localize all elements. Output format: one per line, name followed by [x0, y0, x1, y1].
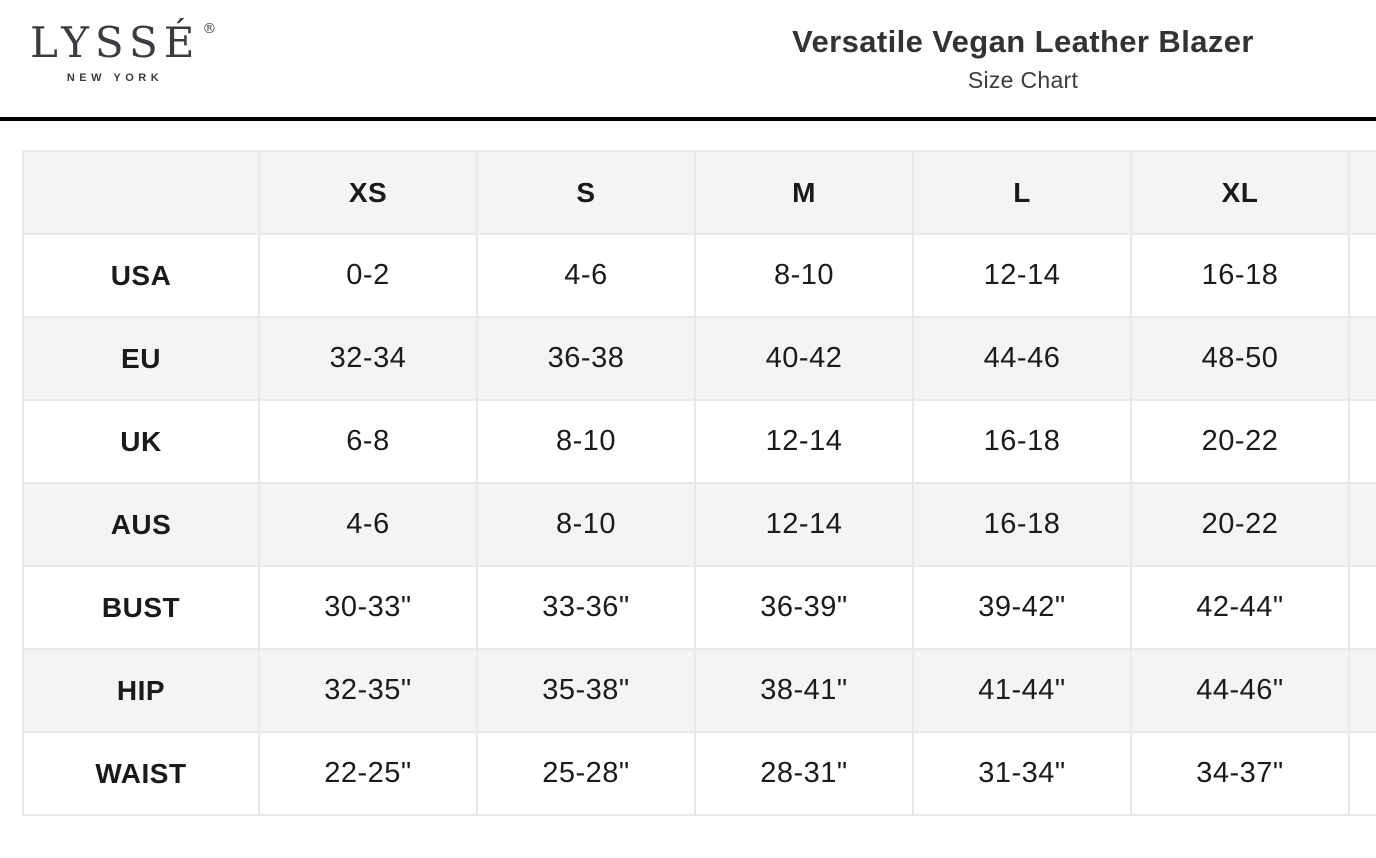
table-row-eu: EU 32-34 36-38 40-42 44-46 48-50	[22, 316, 1376, 401]
size-cell: 34-37"	[1130, 731, 1350, 816]
row-label-hip: HIP	[22, 648, 260, 733]
size-cell: 30-33"	[258, 565, 478, 650]
size-cell: 40-42	[694, 316, 914, 401]
header-cell-xs: XS	[258, 150, 478, 235]
row-label-bust: BUST	[22, 565, 260, 650]
row-label-usa: USA	[22, 233, 260, 318]
table-row-uk: UK 6-8 8-10 12-14 16-18 20-22	[22, 399, 1376, 484]
table-header-row: XS S M L XL	[22, 150, 1376, 235]
size-cell: 36-38	[476, 316, 696, 401]
row-label-uk: UK	[22, 399, 260, 484]
registered-trademark-icon: ®	[202, 21, 217, 37]
row-label-aus: AUS	[22, 482, 260, 567]
row-label-eu: EU	[22, 316, 260, 401]
header-title-block: Versatile Vegan Leather Blazer Size Char…	[0, 24, 1376, 94]
size-cell: 35-38"	[476, 648, 696, 733]
size-cell: 36-39"	[694, 565, 914, 650]
size-cell: 16-18	[912, 399, 1132, 484]
size-cell: 20-22	[1130, 399, 1350, 484]
size-cell: 16-18	[912, 482, 1132, 567]
size-cell-overflow	[1348, 482, 1376, 567]
brand-name: LYSSÉ	[30, 18, 201, 67]
brand-logo-wordmark: LYSSÉ ®	[30, 18, 230, 68]
size-cell: 41-44"	[912, 648, 1132, 733]
table-row-usa: USA 0-2 4-6 8-10 12-14 16-18	[22, 233, 1376, 318]
size-cell-overflow	[1348, 399, 1376, 484]
size-cell: 6-8	[258, 399, 478, 484]
size-cell: 38-41"	[694, 648, 914, 733]
size-cell: 12-14	[694, 399, 914, 484]
size-cell: 4-6	[258, 482, 478, 567]
size-cell: 39-42"	[912, 565, 1132, 650]
size-cell: 12-14	[694, 482, 914, 567]
size-cell-overflow	[1348, 316, 1376, 401]
size-cell: 0-2	[258, 233, 478, 318]
size-cell: 48-50	[1130, 316, 1350, 401]
size-cell: 20-22	[1130, 482, 1350, 567]
size-cell: 32-34	[258, 316, 478, 401]
table-row-hip: HIP 32-35" 35-38" 38-41" 41-44" 44-46"	[22, 648, 1376, 733]
size-cell-overflow	[1348, 565, 1376, 650]
size-cell: 16-18	[1130, 233, 1350, 318]
header-cell-s: S	[476, 150, 696, 235]
size-cell: 32-35"	[258, 648, 478, 733]
size-cell: 44-46	[912, 316, 1132, 401]
size-cell: 8-10	[476, 482, 696, 567]
header-cell-overflow	[1348, 150, 1376, 235]
size-chart-table: XS S M L XL USA 0-2 4-6 8-10 12-14 16-18…	[22, 150, 1376, 816]
page-subtitle: Size Chart	[967, 67, 1079, 93]
size-cell: 33-36"	[476, 565, 696, 650]
size-cell: 28-31"	[694, 731, 914, 816]
size-cell: 42-44"	[1130, 565, 1350, 650]
size-cell-overflow	[1348, 648, 1376, 733]
size-cell: 31-34"	[912, 731, 1132, 816]
row-label-waist: WAIST	[22, 731, 260, 816]
brand-logo-subtext: NEW YORK	[66, 72, 164, 85]
size-cell: 8-10	[694, 233, 914, 318]
size-cell: 22-25"	[258, 731, 478, 816]
brand-logo: LYSSÉ ® NEW YORK	[30, 18, 230, 84]
size-cell: 44-46"	[1130, 648, 1350, 733]
size-cell: 25-28"	[476, 731, 696, 816]
size-cell-overflow	[1348, 731, 1376, 816]
header-cell-blank	[22, 150, 260, 235]
size-cell: 12-14	[912, 233, 1132, 318]
table-row-waist: WAIST 22-25" 25-28" 28-31" 31-34" 34-37"	[22, 731, 1376, 816]
size-cell: 4-6	[476, 233, 696, 318]
page-title: Versatile Vegan Leather Blazer	[792, 24, 1254, 59]
header-cell-m: M	[694, 150, 914, 235]
header-cell-l: L	[912, 150, 1132, 235]
table-row-aus: AUS 4-6 8-10 12-14 16-18 20-22	[22, 482, 1376, 567]
header-divider	[0, 117, 1376, 121]
size-cell-overflow	[1348, 233, 1376, 318]
header-cell-xl: XL	[1130, 150, 1350, 235]
table-row-bust: BUST 30-33" 33-36" 36-39" 39-42" 42-44"	[22, 565, 1376, 650]
size-cell: 8-10	[476, 399, 696, 484]
